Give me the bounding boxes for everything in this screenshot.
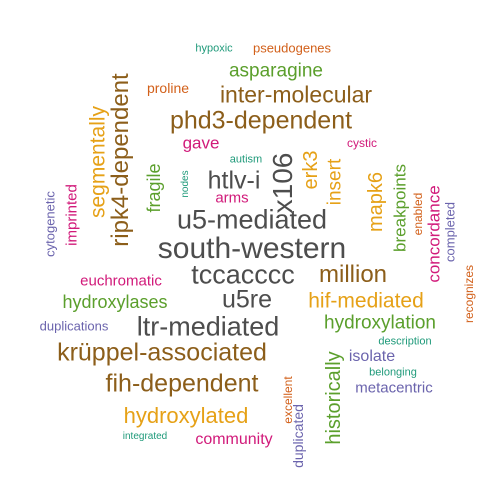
- word-metacentric: metacentric: [355, 379, 433, 397]
- word-south-western: south-western: [157, 232, 347, 265]
- word-insert: insert: [324, 158, 346, 206]
- word-arms: arms: [215, 189, 249, 207]
- word-duplications: duplications: [39, 318, 109, 334]
- word-concordance: concordance: [424, 185, 444, 283]
- word-cytogenetic: cytogenetic: [42, 191, 58, 257]
- word-asparagine: asparagine: [228, 60, 324, 82]
- word-isolate: isolate: [348, 348, 396, 365]
- word-enabled: enabled: [411, 192, 425, 236]
- word-community: community: [195, 431, 273, 448]
- word-hydroxylases: hydroxylases: [62, 292, 168, 312]
- word-hydroxylated: hydroxylated: [123, 403, 249, 428]
- word-ltr-mediated: ltr-mediated: [136, 311, 280, 342]
- word-pseudogenes: pseudogenes: [252, 40, 332, 56]
- word-belonging: belonging: [369, 366, 417, 379]
- word-inter-molecular: inter-molecular: [219, 81, 373, 108]
- word-cystic: cystic: [347, 136, 377, 150]
- word-fragile: fragile: [144, 163, 164, 213]
- word-historically: historically: [323, 351, 345, 445]
- word-autism: autism: [229, 153, 263, 166]
- word-fih-dependent: fih-dependent: [105, 369, 259, 398]
- word-imprinted: imprinted: [63, 184, 81, 246]
- word-erk3: erk3: [300, 150, 322, 190]
- word-kruppel-associated: krüppel-associated: [57, 338, 267, 367]
- word-tccacccc: tccacccc: [191, 259, 295, 290]
- word-htlv-i: htlv-i: [207, 166, 261, 195]
- word-description: description: [378, 335, 432, 348]
- word-mapk6: mapk6: [365, 171, 387, 233]
- word-integrated: integrated: [122, 431, 168, 442]
- word-hif-mediated: hif-mediated: [308, 289, 424, 313]
- word-phd3-dependent: phd3-dependent: [169, 106, 353, 135]
- word-euchromatic: euchromatic: [80, 272, 162, 290]
- word-ripk4-dependent: ripk4-dependent: [107, 73, 134, 247]
- word-segmentally: segmentally: [86, 105, 110, 219]
- word-recognizes: recognizes: [462, 264, 476, 324]
- word-u5re: u5re: [221, 285, 273, 314]
- word-excellent: excellent: [281, 376, 295, 424]
- word-gave: gave: [182, 133, 220, 153]
- word-proline: proline: [146, 80, 190, 96]
- word-million: million: [318, 261, 388, 288]
- word-breakpoints: breakpoints: [390, 164, 410, 252]
- word-hypoxic: hypoxic: [195, 42, 233, 55]
- word-completed: completed: [442, 202, 458, 262]
- word-u5-mediated: u5-mediated: [176, 204, 328, 235]
- word-x106: x106: [267, 152, 298, 214]
- word-nodes: nodes: [180, 170, 191, 198]
- word-hydroxylation: hydroxylation: [324, 312, 436, 334]
